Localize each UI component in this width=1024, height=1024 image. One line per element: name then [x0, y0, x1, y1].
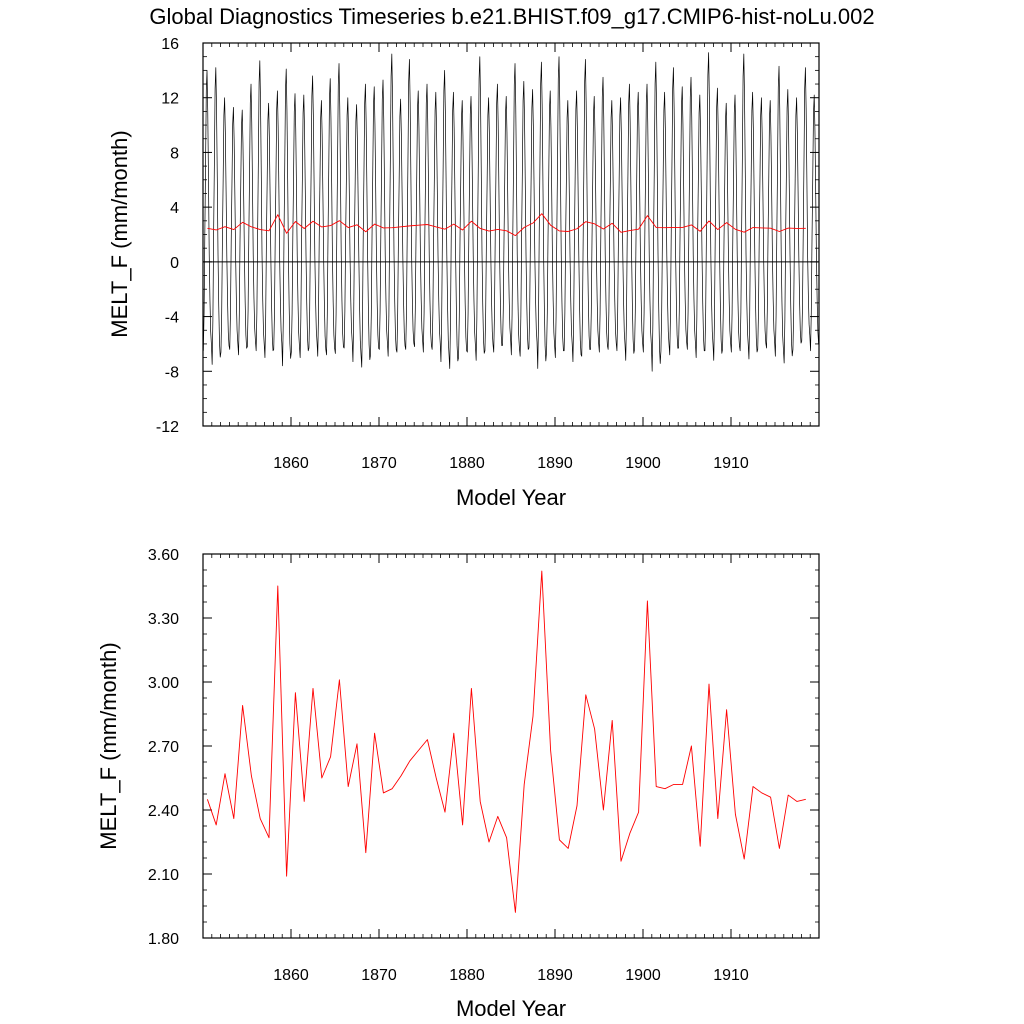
- chart-title: Global Diagnostics Timeseries b.e21.BHIS…: [149, 4, 874, 29]
- top-y-tick-label: -4: [165, 310, 179, 327]
- top-y-tick-label: 0: [170, 255, 179, 272]
- bottom-y-tick-label: 2.70: [148, 739, 179, 756]
- top-x-tick-label: 1890: [537, 455, 573, 472]
- bottom-x-tick-label: 1860: [273, 967, 309, 984]
- top-plot-area: 1860 1870 1880 1890 1900 1910 -12 -8 -4 0 4 8 12 16: [156, 36, 820, 472]
- top-y-tick-label: 16: [161, 36, 179, 53]
- bottom-plot-area: 1860 1870 1880 1890 1900 1910 1.80 2.10 2.40 2.70…: [148, 547, 820, 984]
- top-x-tick-label: 1910: [713, 455, 749, 472]
- bottom-x-tick-label: 1910: [713, 967, 749, 984]
- bottom-x-tick-label: 1880: [449, 967, 485, 984]
- bottom-y-tick-label: 3.60: [148, 547, 179, 564]
- bottom-y-tick-label: 3.00: [148, 675, 179, 692]
- top-x-tick-label: 1870: [361, 455, 397, 472]
- bottom-x-tick-label: 1870: [361, 967, 397, 984]
- bottom-x-tick-label: 1900: [625, 967, 661, 984]
- bottom-y-tick-label: 2.40: [148, 803, 179, 820]
- bottom-series-annual-line: [206, 570, 806, 913]
- bottom-x-tick-label: 1890: [537, 967, 573, 984]
- top-panel: 1860 1870 1880 1890 1900 1910 -12 -8 -4 0 4 8 12 16 M…: [107, 36, 820, 510]
- top-y-tick-label: 8: [170, 145, 179, 162]
- top-x-tick-label: 1880: [449, 455, 485, 472]
- top-series-annual-line: [207, 213, 806, 237]
- top-x-tick-label: 1900: [625, 455, 661, 472]
- bottom-y-tick-label: 3.30: [148, 611, 179, 628]
- top-x-axis-label: Model Year: [456, 485, 566, 510]
- bottom-plot-frame: [202, 553, 820, 939]
- top-x-tick-label: 1860: [273, 455, 309, 472]
- top-y-tick-label: -8: [165, 364, 179, 381]
- top-y-axis-label: MELT_F (mm/month): [107, 130, 132, 337]
- top-series-monthly-line: [203, 52, 819, 372]
- top-y-tick-label: -12: [156, 419, 179, 436]
- bottom-y-tick-label: 1.80: [148, 931, 179, 948]
- top-y-tick-label: 4: [170, 200, 179, 217]
- bottom-x-axis-label: Model Year: [456, 996, 566, 1021]
- bottom-y-axis-label: MELT_F (mm/month): [96, 642, 121, 849]
- top-y-tick-label: 12: [161, 91, 179, 108]
- bottom-y-tick-label: 2.10: [148, 867, 179, 884]
- bottom-panel: 1860 1870 1880 1890 1900 1910 1.80 2.10 2.40 2.70…: [96, 547, 820, 1021]
